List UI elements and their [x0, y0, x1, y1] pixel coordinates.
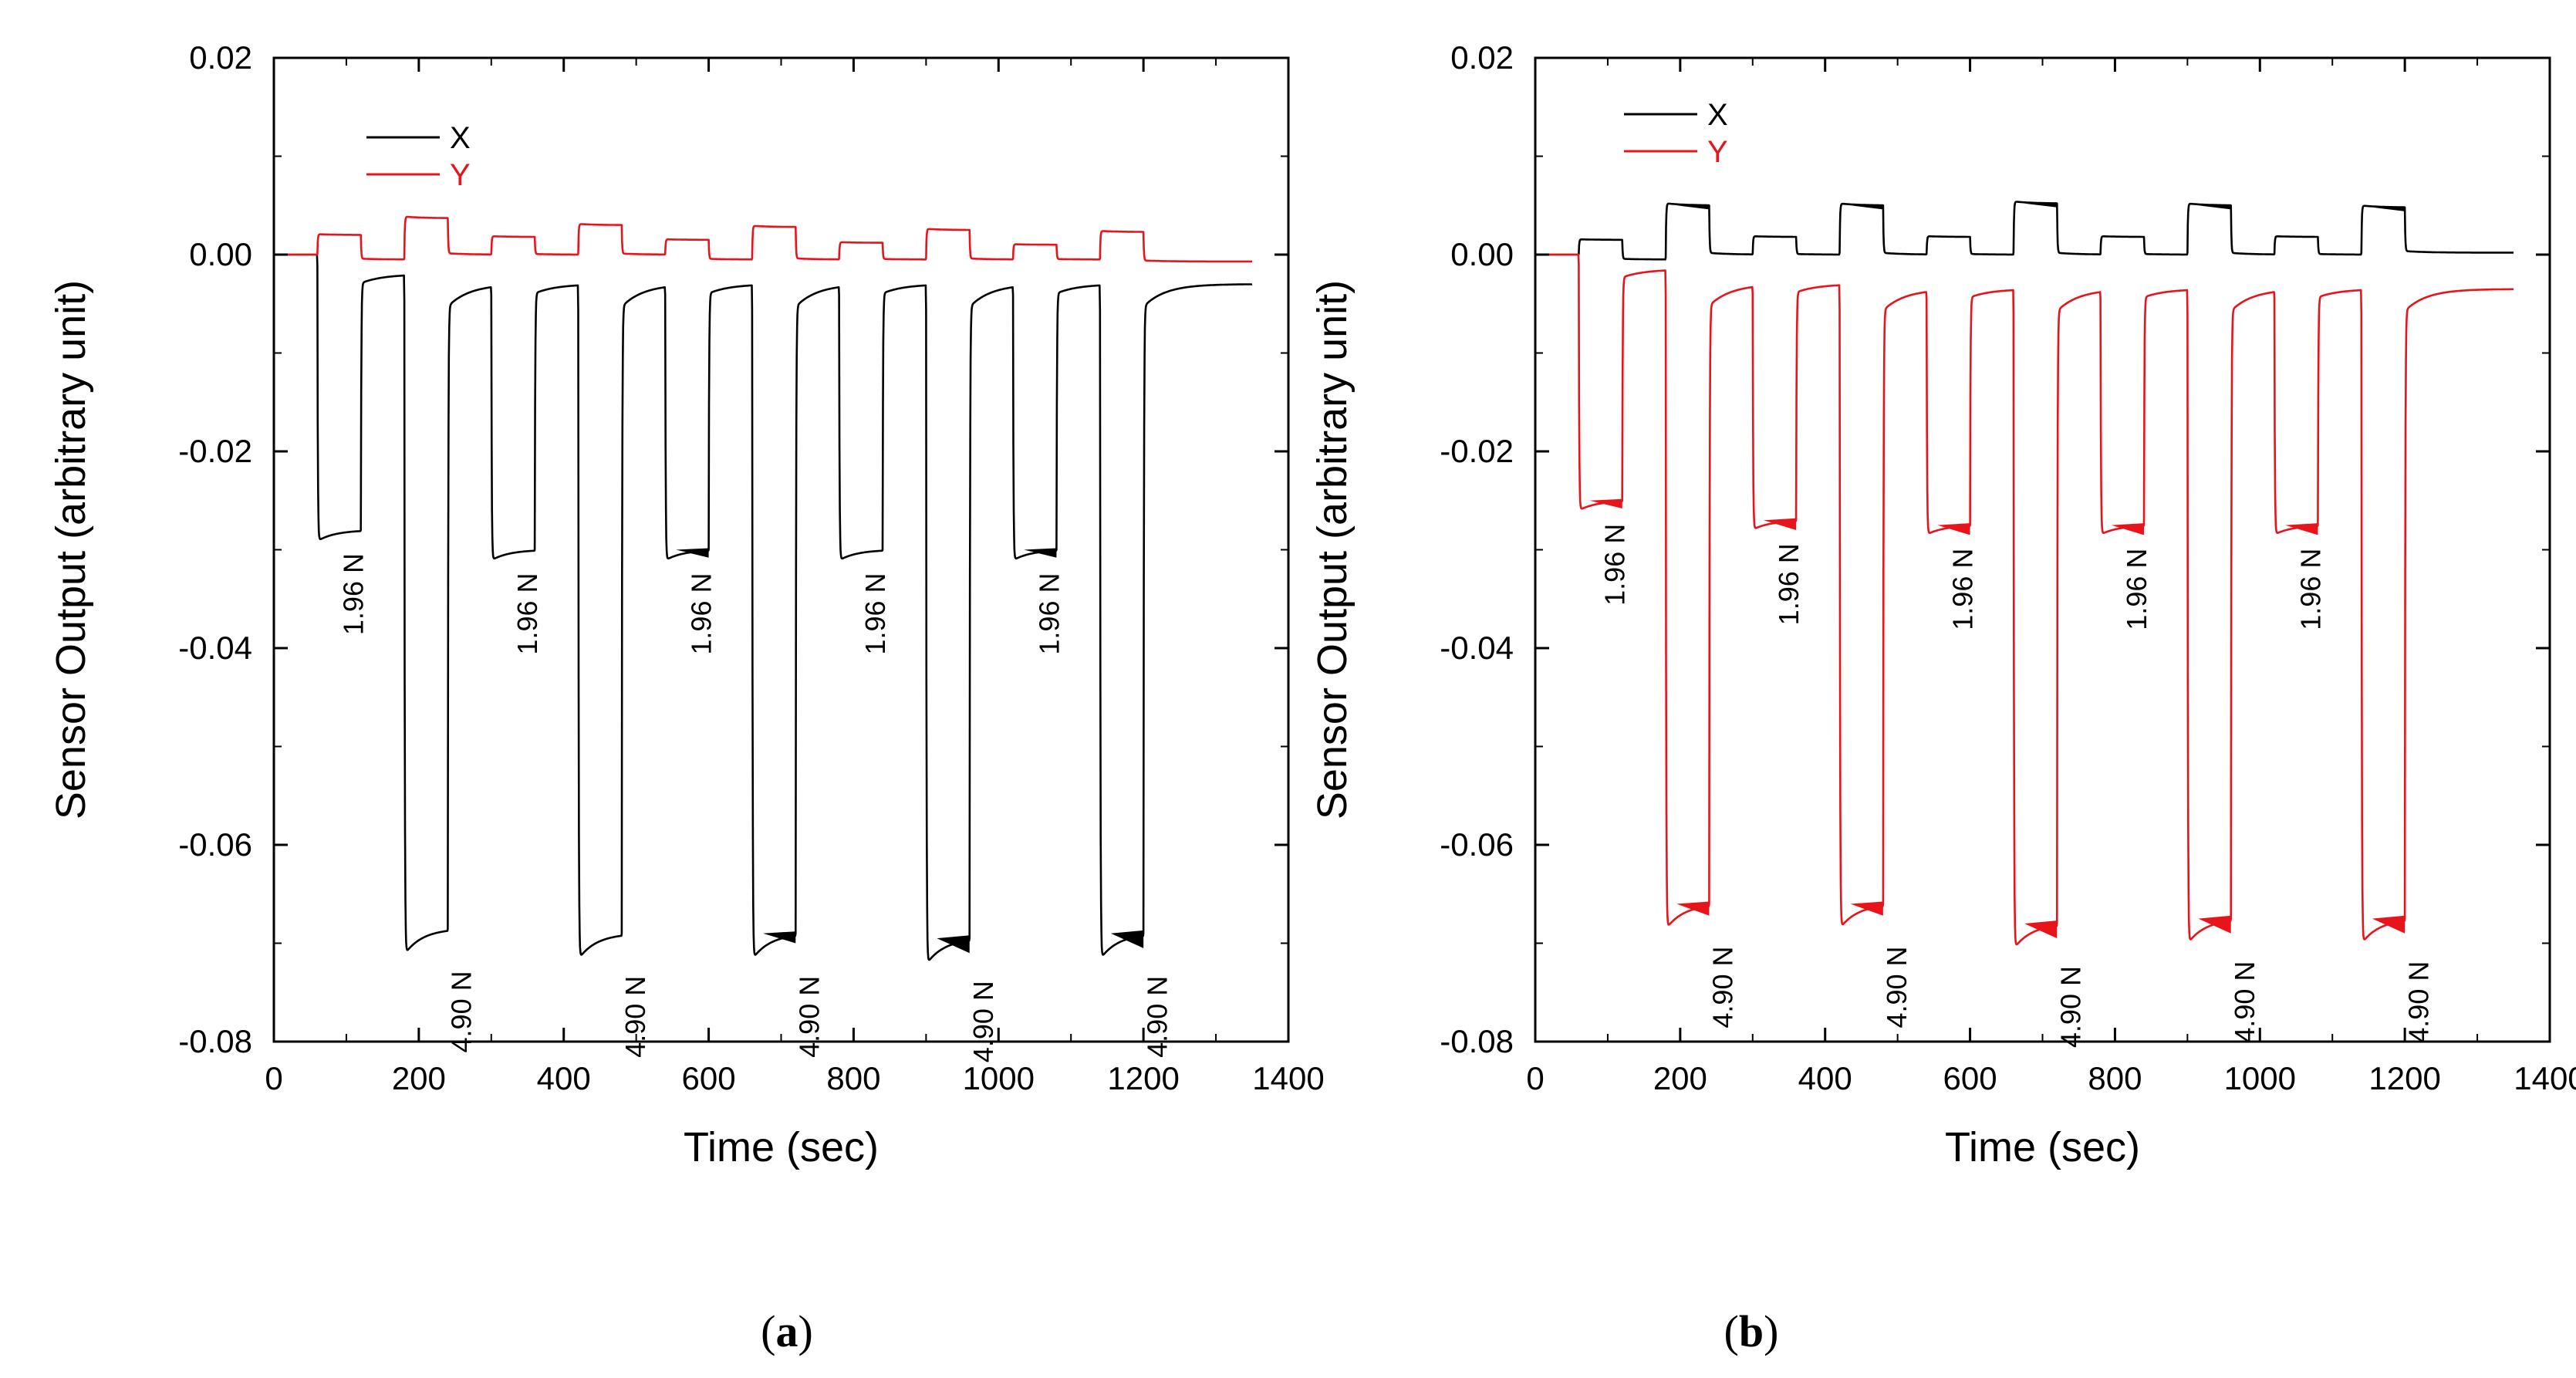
x-tick-label: 400 [1798, 1060, 1852, 1096]
y-tick-label: -0.02 [1440, 433, 1514, 469]
force-annotation: 1.96 N [1599, 524, 1631, 606]
force-annotation: 4.90 N [2229, 961, 2260, 1043]
force-annotation: 4.90 N [1881, 947, 1913, 1028]
series-noise-band [1850, 901, 1883, 916]
y-axis-title: Sensor Output (arbitrary unit) [48, 280, 94, 819]
series-noise-band [2024, 920, 2058, 939]
series-noise-band [2372, 206, 2406, 211]
x-axis-title: Time (sec) [1945, 1124, 2140, 1170]
series-noise-band [1110, 930, 1144, 948]
legend-label-x: X [450, 121, 471, 155]
force-annotation: 1.96 N [2121, 549, 2152, 630]
x-tick-label: 1200 [2368, 1060, 2440, 1096]
caption-open-paren: ( [761, 1306, 775, 1356]
y-axis-title: Sensor Output (arbitrary unit) [1309, 280, 1356, 819]
x-tick-label: 0 [1526, 1060, 1544, 1096]
x-tick-label: 400 [537, 1060, 591, 1096]
series-noise-band [2372, 915, 2406, 934]
series-noise-band [1763, 518, 1797, 530]
series-noise-band [1589, 498, 1622, 508]
x-tick-label: 200 [392, 1060, 446, 1096]
force-annotation: 1.96 N [685, 573, 717, 655]
force-annotation: 4.90 N [620, 976, 651, 1058]
y-tick-label: -0.04 [178, 630, 252, 666]
y-tick-label: 0.00 [1450, 236, 1514, 272]
series-noise-band [1024, 548, 1057, 558]
series-noise-band [763, 931, 796, 944]
panel-caption: (b) [1724, 1306, 1779, 1356]
caption-open-paren: ( [1724, 1306, 1739, 1356]
caption-close-paren: ) [798, 1306, 813, 1356]
x-tick-label: 200 [1653, 1060, 1707, 1096]
x-tick-label: 600 [682, 1060, 736, 1096]
force-annotation: 4.90 N [967, 981, 999, 1062]
y-tick-label: 0.00 [189, 236, 252, 272]
force-annotation: 4.90 N [2402, 961, 2434, 1043]
y-tick-label: 0.02 [1450, 39, 1514, 76]
force-annotation: 4.90 N [446, 971, 478, 1052]
series-noise-band [1676, 901, 1710, 916]
series-noise-band [2024, 202, 2058, 208]
panel-caption: (a) [761, 1306, 813, 1356]
y-tick-label: -0.08 [178, 1023, 252, 1059]
force-annotation: 4.90 N [1707, 947, 1739, 1028]
caption-close-paren: ) [1764, 1306, 1778, 1356]
x-tick-label: 800 [826, 1060, 880, 1096]
series-line-x [1534, 201, 2514, 261]
x-tick-label: 1000 [2224, 1060, 2296, 1096]
series-noise-band [2111, 523, 2144, 535]
y-tick-label: -0.08 [1440, 1023, 1514, 1059]
force-annotation: 1.96 N [859, 573, 891, 655]
force-annotation: 1.96 N [2294, 549, 2326, 630]
x-tick-label: 1200 [1107, 1060, 1179, 1096]
series-noise-band [2198, 204, 2231, 210]
chart-panel-a: 0 200 400 600 800 1000 1200 1400 0.02 0.00 -0.02 -0… [48, 39, 1325, 1356]
x-tick-label: 600 [1943, 1060, 1997, 1096]
legend-label-x: X [1707, 98, 1728, 132]
force-annotation: 1.96 N [1946, 549, 1978, 630]
x-tick-label: 800 [2088, 1060, 2142, 1096]
plot-frame [272, 56, 1290, 1043]
force-annotation: 1.96 N [511, 573, 543, 655]
y-tick-label: 0.02 [189, 39, 252, 76]
y-tick-label: -0.04 [1440, 630, 1514, 666]
series-line-x [273, 253, 1253, 961]
force-annotation: 1.96 N [1033, 573, 1065, 655]
series-noise-band [2285, 523, 2318, 535]
x-tick-label: 1000 [963, 1060, 1035, 1096]
series-noise-band [1937, 523, 1970, 535]
force-annotation: 4.90 N [1141, 976, 1173, 1058]
x-tick-label: 0 [265, 1060, 282, 1096]
legend-label-y: Y [1707, 135, 1728, 169]
caption-letter: a [776, 1306, 798, 1356]
series-line-y [1534, 253, 2514, 946]
series-noise-band [2198, 915, 2231, 934]
force-annotation: 4.90 N [2054, 966, 2086, 1048]
y-tick-label: -0.02 [178, 433, 252, 469]
x-tick-label: 1400 [1252, 1060, 1324, 1096]
y-tick-label: -0.06 [178, 826, 252, 863]
force-annotation: 1.96 N [1773, 543, 1805, 625]
legend-label-y: Y [450, 158, 471, 192]
force-annotation: 4.90 N [793, 976, 825, 1058]
series-noise-band [676, 548, 709, 558]
chart-panel-b: 0 200 400 600 800 1000 1200 1400 0.02 0.00 -0.02 -0… [1309, 39, 2576, 1356]
series-noise-band [1850, 204, 1883, 210]
series-line-y [273, 215, 1253, 263]
series-noise-band [937, 935, 970, 954]
y-tick-label: -0.06 [1440, 826, 1514, 863]
caption-letter: b [1739, 1306, 1764, 1356]
force-annotation: 1.96 N [338, 553, 370, 635]
x-axis-title: Time (sec) [684, 1124, 879, 1170]
x-tick-label: 1400 [2514, 1060, 2576, 1096]
series-noise-band [1676, 204, 1710, 210]
